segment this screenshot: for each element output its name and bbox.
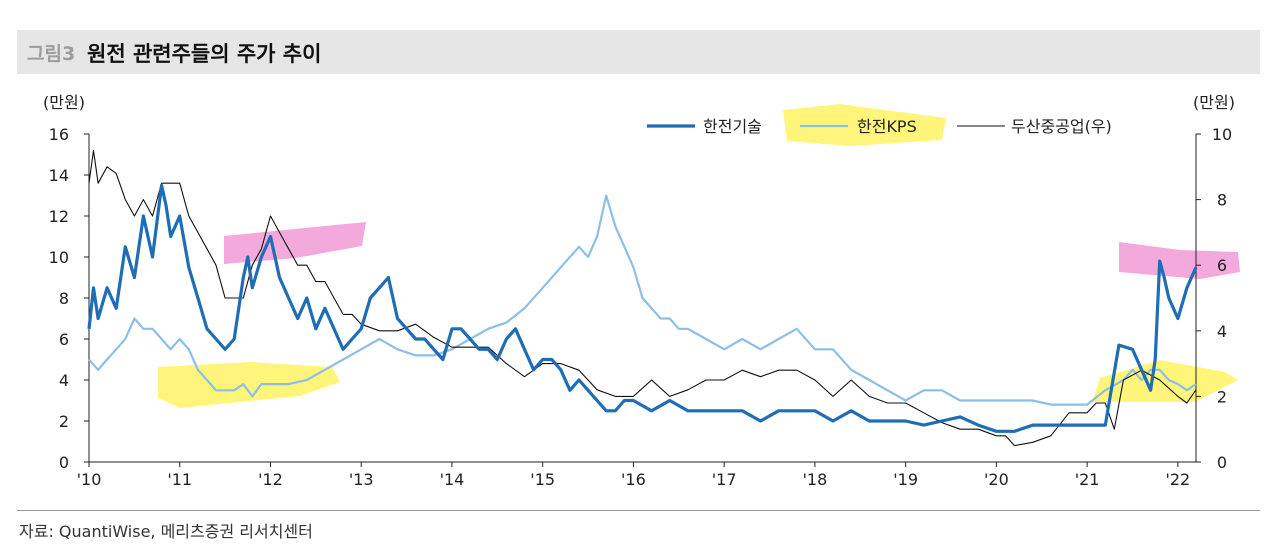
left-tick-label: 14: [49, 166, 69, 185]
x-tick-label: '19: [893, 470, 918, 489]
left-tick-label: 4: [59, 371, 69, 390]
left-tick-label: 8: [59, 289, 69, 308]
x-tick-label: '18: [803, 470, 828, 489]
series-line-kepco-tech: [87, 183, 1198, 433]
x-tick-label: '14: [440, 470, 465, 489]
left-axis-unit: (만원): [43, 93, 85, 112]
right-tick-label: 4: [1217, 322, 1227, 341]
title-bar: 그림3 원전 관련주들의 주가 추이: [17, 30, 1260, 74]
x-tick-label: '22: [1165, 470, 1190, 489]
right-tick-label: 10: [1212, 125, 1232, 144]
x-tick-label: '15: [530, 470, 555, 489]
legend-kepco-tech-label: 한전기술: [703, 117, 762, 136]
left-tick-label: 16: [49, 125, 69, 144]
source-note: 자료: QuantiWise, 메리츠증권 리서치센터: [19, 522, 313, 541]
figure-number: 그림3: [27, 43, 76, 65]
left-tick-label: 10: [49, 248, 69, 267]
x-tick-label: '11: [167, 470, 192, 489]
highlight-yellow-legend: [783, 104, 946, 146]
right-tick-label: 6: [1217, 256, 1227, 275]
legend-doosan-label: 두산중공업(우): [1011, 117, 1112, 136]
source-divider: [17, 510, 1260, 511]
highlight-yellow-2021: [1092, 360, 1238, 402]
left-tick-label: 12: [49, 207, 69, 226]
right-tick-label: 0: [1217, 453, 1227, 472]
left-tick-label: 6: [59, 330, 69, 349]
left-tick-label: 2: [59, 412, 69, 431]
legend-kepco-kps-label: 한전KPS: [857, 117, 917, 136]
highlight-yellow-2011: [158, 362, 340, 408]
right-axis-unit: (만원): [1193, 93, 1235, 112]
x-tick-label: '10: [77, 470, 102, 489]
right-tick-label: 8: [1217, 191, 1227, 210]
left-tick-label: 0: [59, 453, 69, 472]
series-line-kepco-kps: [88, 194, 1197, 406]
x-tick-label: '16: [621, 470, 646, 489]
x-tick-label: '17: [712, 470, 737, 489]
x-tick-label: '12: [258, 470, 283, 489]
figure-title: 원전 관련주들의 주가 추이: [87, 42, 322, 66]
highlight-pink-2022: [1119, 242, 1240, 279]
x-tick-label: '21: [1075, 470, 1100, 489]
x-tick-label: '13: [349, 470, 374, 489]
x-tick-label: '20: [984, 470, 1009, 489]
highlight-pink-2012: [224, 222, 366, 264]
right-tick-label: 2: [1217, 387, 1227, 406]
